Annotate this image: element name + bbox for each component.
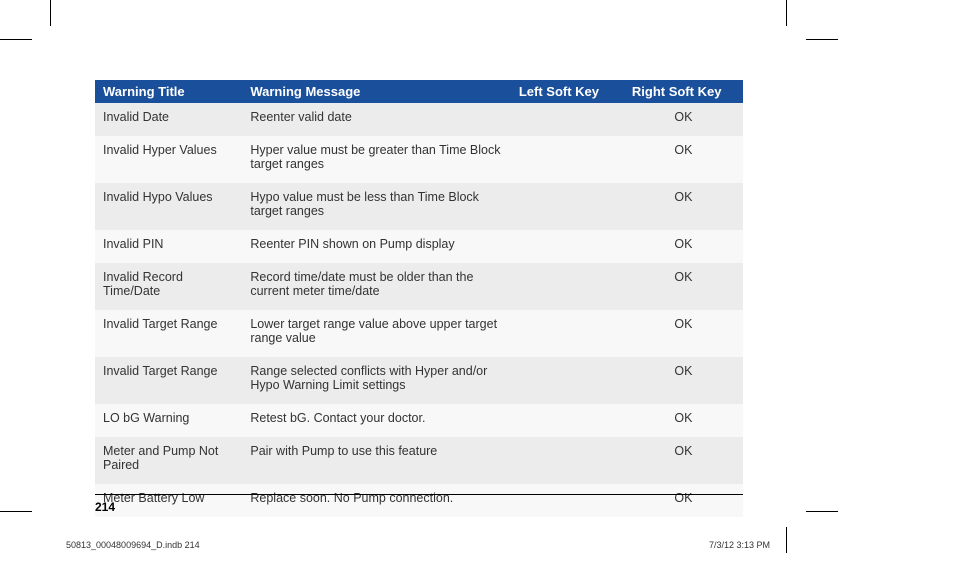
page-root: Warning Title Warning Message Left Soft …: [0, 0, 954, 567]
cell-warning-title: Meter Battery Low: [95, 484, 242, 517]
cell-warning-title: Invalid Target Range: [95, 310, 242, 357]
crop-mark: [50, 0, 51, 26]
crop-mark: [0, 511, 32, 512]
cell-warning-message: Record time/date must be older than the …: [242, 263, 510, 310]
cell-left-soft-key: [511, 230, 624, 263]
table-row: Invalid Target RangeRange selected confl…: [95, 357, 743, 404]
cell-warning-title: LO bG Warning: [95, 404, 242, 437]
cell-warning-title: Invalid PIN: [95, 230, 242, 263]
crop-mark: [786, 527, 787, 553]
footer-rule: [95, 494, 743, 495]
table-row: Invalid DateReenter valid date OK: [95, 103, 743, 136]
column-header-warning-message: Warning Message: [242, 80, 510, 103]
cell-warning-message: Range selected conflicts with Hyper and/…: [242, 357, 510, 404]
cell-warning-message: Hypo value must be less than Time Block …: [242, 183, 510, 230]
cell-warning-message: Lower target range value above upper tar…: [242, 310, 510, 357]
cell-warning-message: Reenter PIN shown on Pump display: [242, 230, 510, 263]
table-body: Invalid DateReenter valid dateOKInvalid …: [95, 103, 743, 517]
table-row: Meter and Pump Not PairedPair with Pump …: [95, 437, 743, 484]
cell-right-soft-key: OK: [624, 263, 743, 310]
cell-left-soft-key: [511, 404, 624, 437]
table-row: Invalid Target RangeLower target range v…: [95, 310, 743, 357]
footer-left-text: 50813_00048009694_D.indb 214: [66, 540, 200, 550]
crop-mark: [806, 511, 838, 512]
column-header-warning-title: Warning Title: [95, 80, 242, 103]
cell-left-soft-key: [511, 103, 624, 136]
cell-right-soft-key: OK: [624, 404, 743, 437]
table-row: Invalid Hyper ValuesHyper value must be …: [95, 136, 743, 183]
cell-warning-title: Invalid Hyper Values: [95, 136, 242, 183]
cell-right-soft-key: OK: [624, 230, 743, 263]
cell-left-soft-key: [511, 310, 624, 357]
table-row: Invalid Record Time/DateRecord time/date…: [95, 263, 743, 310]
table-row: Invalid Hypo ValuesHypo value must be le…: [95, 183, 743, 230]
table-row: LO bG WarningRetest bG. Contact your doc…: [95, 404, 743, 437]
cell-left-soft-key: [511, 136, 624, 183]
crop-mark: [806, 39, 838, 40]
page-number: 214: [95, 500, 115, 514]
cell-left-soft-key: [511, 437, 624, 484]
cell-warning-title: Invalid Date: [95, 103, 242, 136]
table-header: Warning Title Warning Message Left Soft …: [95, 80, 743, 103]
cell-warning-message: Retest bG. Contact your doctor.: [242, 404, 510, 437]
crop-mark: [0, 39, 32, 40]
cell-warning-message: Reenter valid date: [242, 103, 510, 136]
cell-warning-title: Invalid Hypo Values: [95, 183, 242, 230]
cell-right-soft-key: OK: [624, 484, 743, 517]
cell-right-soft-key: OK: [624, 357, 743, 404]
cell-warning-title: Meter and Pump Not Paired: [95, 437, 242, 484]
warnings-table: Warning Title Warning Message Left Soft …: [95, 80, 743, 517]
crop-mark: [786, 0, 787, 26]
cell-warning-title: Invalid Record Time/Date: [95, 263, 242, 310]
cell-warning-message: Pair with Pump to use this feature: [242, 437, 510, 484]
content-area: Warning Title Warning Message Left Soft …: [95, 80, 743, 517]
column-header-left-soft-key: Left Soft Key: [511, 80, 624, 103]
column-header-right-soft-key: Right Soft Key: [624, 80, 743, 103]
cell-right-soft-key: OK: [624, 136, 743, 183]
footer-right-text: 7/3/12 3:13 PM: [709, 540, 770, 550]
cell-left-soft-key: [511, 357, 624, 404]
table-row: Meter Battery LowReplace soon. No Pump c…: [95, 484, 743, 517]
cell-left-soft-key: [511, 263, 624, 310]
cell-right-soft-key: OK: [624, 310, 743, 357]
cell-right-soft-key: OK: [624, 183, 743, 230]
table-row: Invalid PINReenter PIN shown on Pump dis…: [95, 230, 743, 263]
cell-warning-message: Replace soon. No Pump connection.: [242, 484, 510, 517]
cell-right-soft-key: OK: [624, 437, 743, 484]
cell-left-soft-key: [511, 484, 624, 517]
cell-left-soft-key: [511, 183, 624, 230]
cell-warning-message: Hyper value must be greater than Time Bl…: [242, 136, 510, 183]
cell-warning-title: Invalid Target Range: [95, 357, 242, 404]
cell-right-soft-key: OK: [624, 103, 743, 136]
